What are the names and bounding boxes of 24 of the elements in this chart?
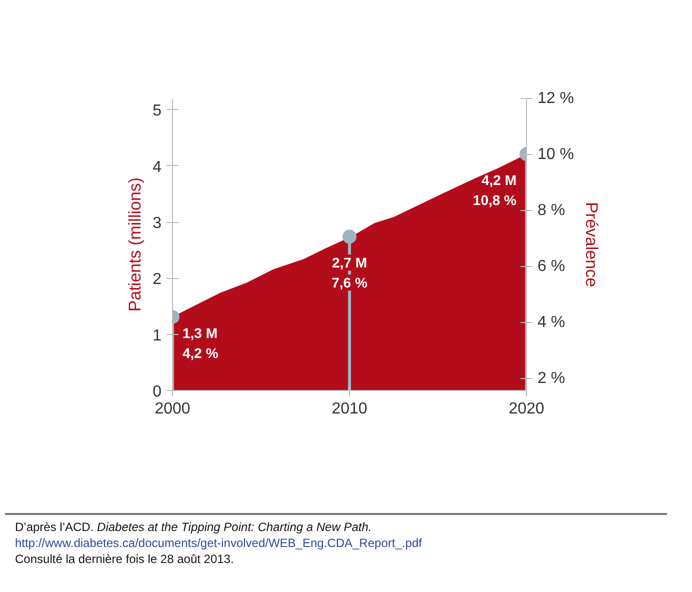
text: Diabetes at the Tipping Point: Charting a New Path. bbox=[97, 520, 372, 534]
y2-tick-label: 12 % bbox=[538, 90, 574, 107]
y-tick-label: 5 bbox=[152, 102, 162, 120]
x-tick-label: 2000 bbox=[154, 400, 190, 418]
x-tick-label: 2010 bbox=[332, 400, 368, 418]
y-tick-label: 0 bbox=[152, 384, 162, 400]
y-tick-label: 1 bbox=[152, 327, 162, 344]
y2-tick-label: 4 % bbox=[538, 314, 566, 331]
x-tick-label: 2020 bbox=[508, 400, 544, 418]
y-tick-label: 2 bbox=[152, 271, 162, 288]
text: http://www.diabetes.ca/documents/get-involved/WEB_Eng.CDA_Report_.pdf bbox=[15, 536, 422, 550]
text: D’après l’ACD. bbox=[15, 520, 94, 534]
y2-tick-label: 10 % bbox=[538, 146, 574, 163]
y-axis-title: Patients (millions) bbox=[126, 177, 145, 312]
y-tick-label: 4 bbox=[152, 158, 162, 176]
y2-tick-label: 8 % bbox=[538, 202, 566, 219]
y-tick-label: 3 bbox=[152, 215, 162, 232]
annotation: 1,3 M 4,2 % bbox=[182, 324, 219, 361]
annotation: 4,2 M 10,8 % bbox=[472, 172, 518, 208]
y2-tick-label: 6 % bbox=[538, 258, 566, 275]
text: Consulté la dernière fois le 28 août 2013. bbox=[15, 552, 234, 566]
y2-axis-title: Prévalence bbox=[582, 202, 601, 288]
y2-tick-label: 2 % bbox=[538, 370, 566, 387]
annotation: 2,7 M 7,6 % bbox=[332, 254, 368, 291]
